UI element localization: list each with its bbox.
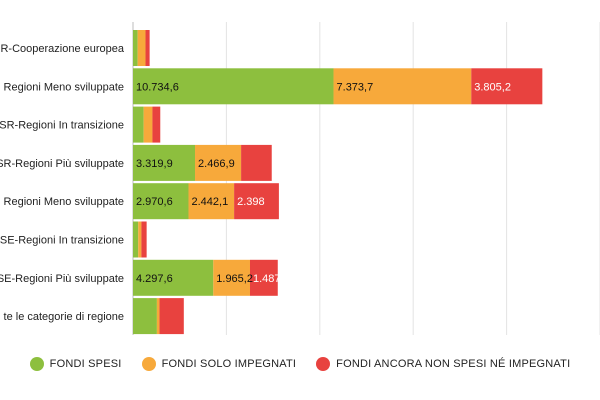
data-label: 2.466,9 — [198, 158, 235, 170]
bar-segment — [133, 298, 157, 335]
bar-segment — [137, 30, 146, 66]
legend-item: FONDI ANCORA NON SPESI NÉ IMPEGNATI — [316, 357, 570, 371]
bar-segment — [333, 68, 472, 105]
bar-segment — [249, 259, 278, 296]
bars-group — [133, 30, 543, 335]
data-label: 2.442,1 — [191, 196, 228, 208]
stacked-bar-chart: R-Cooperazione europea Regioni Meno svilu… — [0, 22, 600, 335]
category-label: SE-Regioni In transizione — [0, 235, 124, 247]
bar-segment — [145, 30, 150, 66]
bar-segment — [133, 221, 139, 258]
category-label: R-Cooperazione europea — [0, 43, 124, 55]
data-label: 2.970,6 — [136, 196, 173, 208]
data-label: 10.734,6 — [136, 81, 179, 93]
bar-segment — [195, 144, 242, 181]
bar-segment — [234, 183, 279, 220]
bar-segment — [133, 259, 214, 296]
category-label: te le categorie di regione — [4, 311, 124, 323]
bar-segment — [138, 221, 142, 258]
data-label: 3.319,9 — [136, 158, 173, 170]
bar-segment — [143, 106, 153, 143]
bar-segment — [141, 221, 147, 258]
data-label: 1.965,2 — [216, 273, 253, 285]
legend-label: FONDI SPESI — [49, 358, 122, 370]
legend: FONDI SPESI FONDI SOLO IMPEGNATI FONDI ANC… — [0, 352, 600, 376]
bar-segment — [133, 68, 334, 105]
legend-item: FONDI SOLO IMPEGNATI — [141, 357, 297, 371]
legend-swatch — [141, 357, 156, 371]
bar-segment — [241, 144, 272, 181]
data-label: 4.297,6 — [136, 273, 173, 285]
bar-segment — [159, 298, 184, 335]
bar-segment — [152, 106, 161, 143]
bar-segment — [133, 30, 138, 66]
legend-swatch — [316, 357, 331, 371]
category-label: Regioni Meno sviluppate — [4, 81, 124, 93]
data-label: 3.805,2 — [474, 81, 511, 93]
bar-segment — [133, 183, 189, 220]
data-label: 7.373,7 — [337, 81, 374, 93]
data-label: 2.398 — [237, 196, 265, 208]
legend-item: FONDI SPESI — [29, 357, 122, 371]
bar-segment — [471, 68, 543, 105]
legend-swatch — [29, 357, 44, 371]
bar-segment — [156, 298, 160, 335]
category-label: SR-Regioni In transizione — [0, 120, 124, 132]
bar-segment — [188, 183, 235, 220]
legend-label: FONDI SOLO IMPEGNATI — [161, 358, 297, 370]
legend-label: FONDI ANCORA NON SPESI NÉ IMPEGNATI — [336, 358, 571, 370]
data-label: 1.487 — [253, 273, 281, 285]
category-label: SE-Regioni Più sviluppate — [0, 273, 124, 285]
bar-segment — [213, 259, 250, 296]
value-labels: 10.734,6 7.373,7 3.805,2 3.319,9 2.466,9 2.97… — [136, 81, 511, 284]
category-label: SR-Regioni Più sviluppate — [0, 158, 124, 170]
bar-segment — [133, 144, 196, 181]
category-label: Regioni Meno sviluppate — [4, 196, 124, 208]
category-labels: R-Cooperazione europea Regioni Meno svilu… — [0, 43, 125, 323]
bar-segment — [133, 106, 144, 143]
